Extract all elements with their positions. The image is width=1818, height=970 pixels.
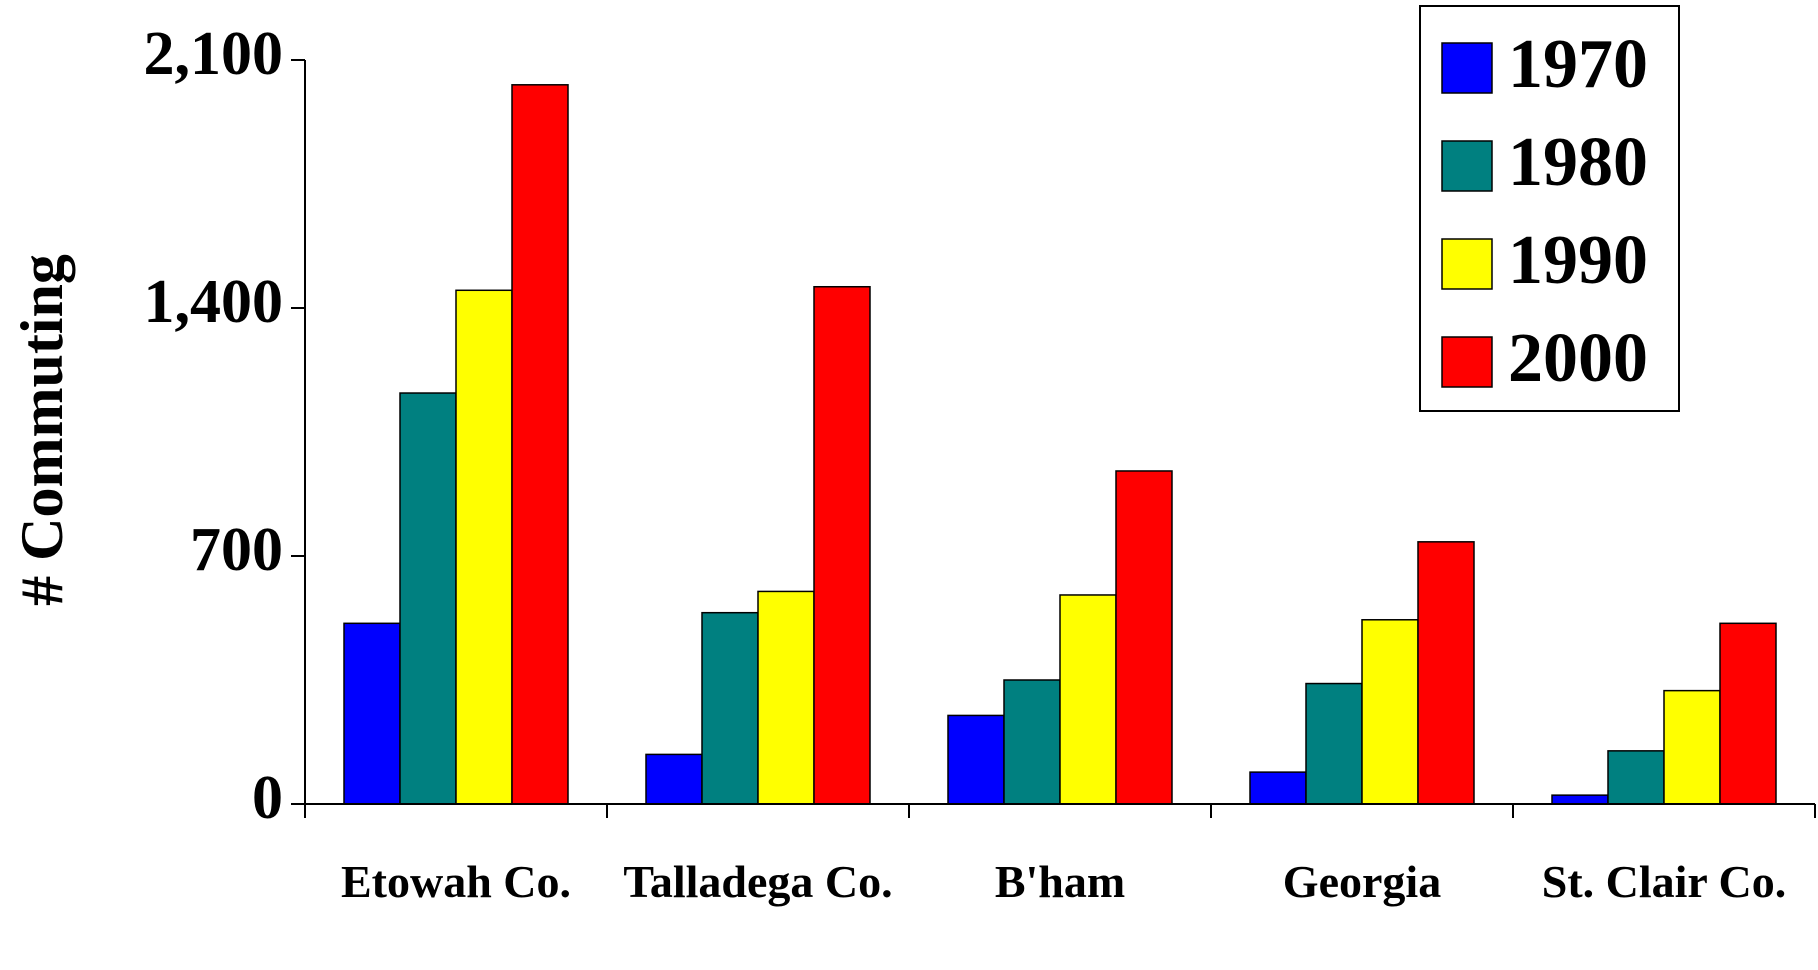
bar [813, 285, 871, 805]
bar [511, 84, 569, 805]
x-tick-label: B'ham [994, 856, 1126, 907]
legend-label: 1980 [1508, 124, 1648, 201]
bar [1305, 682, 1363, 805]
legend-label: 2000 [1508, 320, 1648, 397]
y-tick-label: 700 [190, 516, 283, 584]
legend-swatch [1441, 140, 1493, 192]
bar [645, 753, 703, 805]
bar [1003, 679, 1061, 805]
bar [1607, 750, 1665, 805]
y-axis-title: # Commuting [9, 254, 75, 606]
bar [701, 611, 759, 805]
bar [1249, 771, 1307, 805]
legend: 1970 1980 1990 2000 [1419, 5, 1680, 412]
legend-swatch [1441, 238, 1493, 290]
x-tick-label: Georgia [1282, 856, 1442, 907]
bar [947, 714, 1005, 805]
bar [1719, 622, 1777, 805]
bar [757, 590, 815, 805]
y-tick-label: 0 [252, 764, 283, 832]
bar [1551, 794, 1609, 805]
bar [1663, 689, 1721, 805]
bar [455, 289, 513, 805]
y-tick-label: 2,100 [144, 20, 284, 88]
bar [343, 622, 401, 805]
bar [1417, 541, 1475, 805]
legend-label: 1990 [1508, 222, 1648, 299]
bar [1059, 594, 1117, 805]
x-tick-label: Talladega Co. [623, 856, 893, 907]
bar [1361, 619, 1419, 805]
x-tick-label: St. Clair Co. [1541, 856, 1787, 907]
bar [1115, 470, 1173, 805]
legend-swatch [1441, 42, 1493, 94]
legend-swatch [1441, 336, 1493, 388]
legend-label: 1970 [1508, 26, 1648, 103]
y-tick-label: 1,400 [144, 268, 284, 336]
bar [399, 392, 457, 805]
x-tick-label: Etowah Co. [340, 856, 572, 907]
